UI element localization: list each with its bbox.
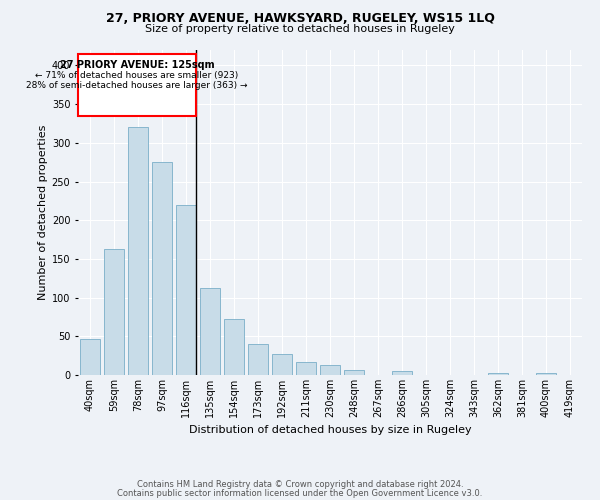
Text: 28% of semi-detached houses are larger (363) →: 28% of semi-detached houses are larger (…: [26, 81, 248, 90]
Bar: [536, 374, 556, 375]
Bar: [224, 318, 244, 375]
Text: Contains HM Land Registry data © Crown copyright and database right 2024.: Contains HM Land Registry data © Crown c…: [137, 480, 463, 489]
Bar: [296, 362, 316, 375]
Bar: [392, 371, 412, 375]
Bar: [152, 162, 172, 375]
Bar: [248, 344, 268, 375]
Bar: [104, 249, 124, 375]
Bar: [200, 288, 220, 375]
Y-axis label: Number of detached properties: Number of detached properties: [38, 125, 47, 300]
Text: 27 PRIORY AVENUE: 125sqm: 27 PRIORY AVENUE: 125sqm: [60, 60, 214, 70]
Bar: [320, 365, 340, 375]
Bar: [488, 374, 508, 375]
Bar: [344, 370, 364, 375]
X-axis label: Distribution of detached houses by size in Rugeley: Distribution of detached houses by size …: [188, 426, 472, 436]
Bar: [80, 338, 100, 375]
Text: ← 71% of detached houses are smaller (923): ← 71% of detached houses are smaller (92…: [35, 71, 239, 80]
Text: Size of property relative to detached houses in Rugeley: Size of property relative to detached ho…: [145, 24, 455, 34]
Bar: [128, 128, 148, 375]
Bar: [176, 205, 196, 375]
Bar: [272, 354, 292, 375]
Text: Contains public sector information licensed under the Open Government Licence v3: Contains public sector information licen…: [118, 488, 482, 498]
Text: 27, PRIORY AVENUE, HAWKSYARD, RUGELEY, WS15 1LQ: 27, PRIORY AVENUE, HAWKSYARD, RUGELEY, W…: [106, 12, 494, 26]
FancyBboxPatch shape: [78, 54, 196, 116]
